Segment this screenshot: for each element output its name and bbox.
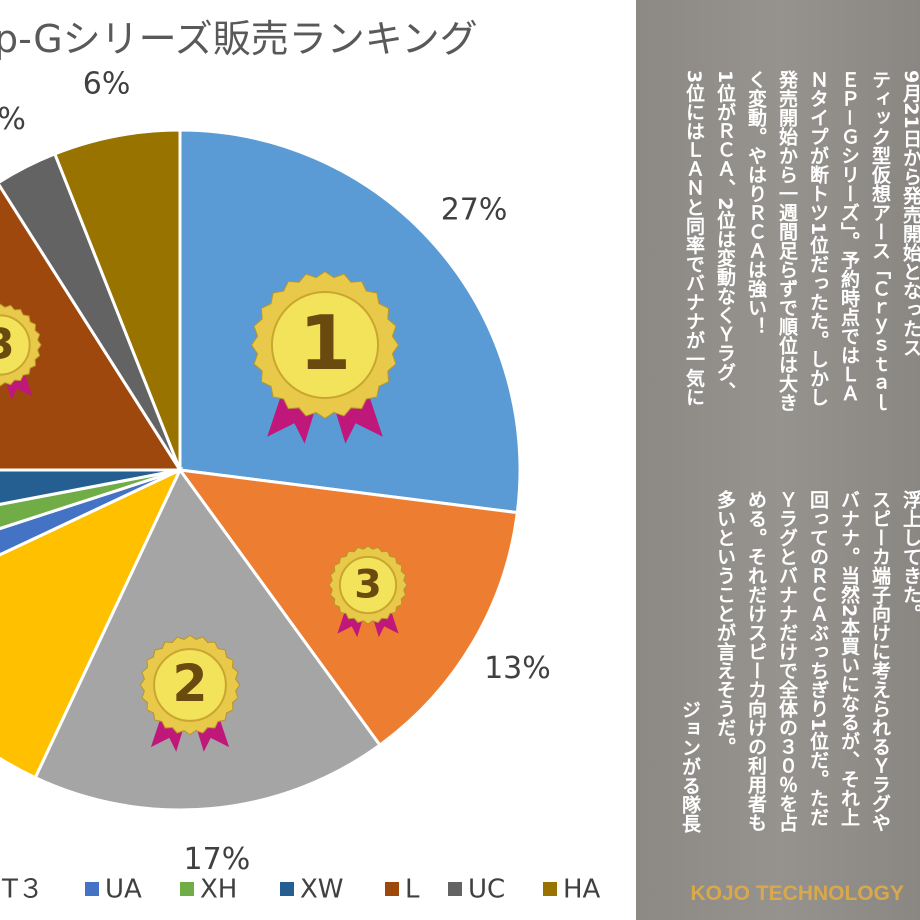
article-panel: KOJO TECHNOLOGY 9月21日から発売開始となったス ティック型仮想ア… <box>636 0 920 920</box>
text-column: スピーカ端子向けに考えられるＹラグや <box>869 490 891 832</box>
legend-label: XH <box>200 875 237 905</box>
data-label: 6% <box>83 66 131 101</box>
legend-label: L <box>405 875 420 905</box>
pie-slice <box>33 467 382 812</box>
medal-face <box>270 290 380 400</box>
legend-label: XW <box>300 875 344 905</box>
legend-swatch <box>280 882 294 896</box>
text-column: める。それだけスピーカ向けの利用者も <box>745 490 767 832</box>
text-column: ＥＰ－Ｇシリーズ」。予約時点ではＬＡ <box>838 70 860 403</box>
text-column: Ｙラグとバナナだけで全体の３０％を占 <box>776 490 798 832</box>
legend-label: UC <box>468 875 505 905</box>
data-label: 17% <box>184 842 251 877</box>
chart-title: p-Gシリーズ販売ランキング <box>0 17 478 61</box>
text-column: 多いということが言えそうだ。 <box>714 490 736 756</box>
legend-swatch <box>85 882 99 896</box>
legend-label: UA <box>105 875 142 905</box>
pie-slice <box>0 466 184 780</box>
logo: KOJO TECHNOLOGY <box>690 882 904 905</box>
text-column: く変動。やはりＲＣＡは強い！ <box>745 70 767 336</box>
medal-number: 1 <box>299 300 351 387</box>
chart: p-Gシリーズ販売ランキング 27% 13% 17% 3% 6% 1 3 2 3 T３ UA XH XW… <box>0 17 601 905</box>
medal-face <box>338 555 398 615</box>
text-column: 回ってのＲＣＡぶっちぎり1位だ。ただ <box>807 490 829 827</box>
pie-slice <box>0 468 181 557</box>
medal-number: 3 <box>0 319 15 368</box>
text-column: Ｎタイプが断トツ1位だったた。しかし <box>807 70 829 407</box>
legend-swatch <box>180 882 194 896</box>
text-column: 浮上してきた。 <box>900 490 920 623</box>
text-column: 発売開始から一週間足らずで順位は大き <box>776 70 798 412</box>
data-label: 3% <box>0 102 26 137</box>
medal-face <box>0 314 31 376</box>
medal-face <box>153 648 227 722</box>
data-label: 13% <box>484 651 551 686</box>
legend-label: HA <box>563 875 601 905</box>
pie-slice <box>52 128 182 471</box>
medal-number: 3 <box>354 561 382 607</box>
medal-number: 2 <box>172 654 207 713</box>
pie-slice <box>0 468 181 531</box>
data-label: 27% <box>441 192 508 227</box>
legend-swatch <box>385 882 399 896</box>
legend-swatch <box>543 882 557 896</box>
text-column: ジョンがる隊長 <box>679 700 701 833</box>
legend-swatch <box>448 882 462 896</box>
pie-slice <box>0 468 181 506</box>
text-column: バナナ。当然2本買いになるが、それ上 <box>838 490 860 827</box>
legend-label: T３ <box>1 875 44 905</box>
text-column: 1位がＲＣＡ、2位は変動なくＹラグ、 <box>714 70 736 401</box>
text-column: ティック型仮想アース「Ｃｒｙｓｔａｌ <box>869 70 891 412</box>
text-column: 9月21日から発売開始となったス <box>900 70 920 357</box>
text-column: 3位にはＬＡＮと同率でバナナが一気に <box>683 70 705 407</box>
